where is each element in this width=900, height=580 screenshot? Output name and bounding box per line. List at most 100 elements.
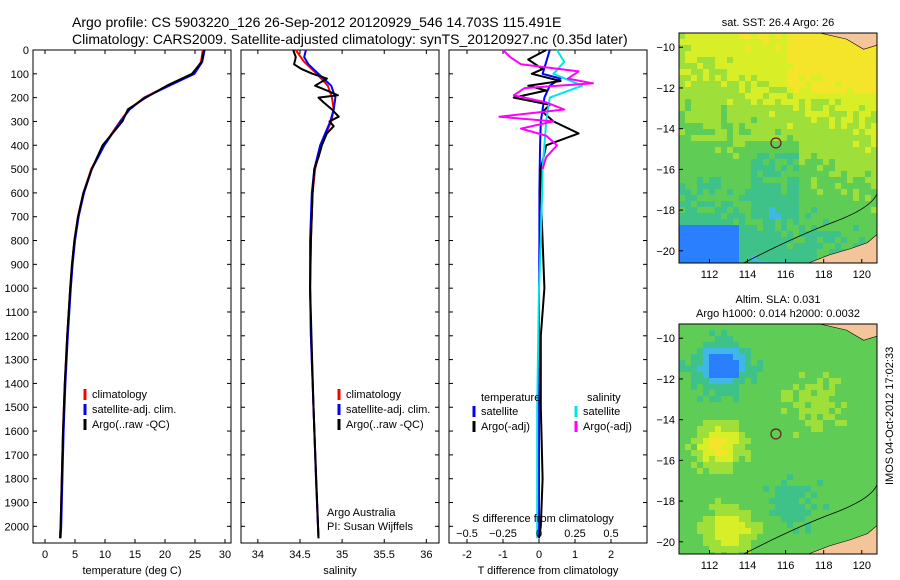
map-cell [841, 105, 848, 112]
map-cell [853, 420, 860, 427]
map-cell [715, 225, 722, 232]
map-cell [685, 57, 692, 64]
map-cell [871, 504, 877, 511]
map-cell [847, 336, 854, 343]
x-tick-label: 1 [572, 549, 578, 561]
map-cell [727, 468, 734, 475]
x-tick-label: 35 [336, 549, 348, 561]
map-cell [775, 123, 782, 130]
lon-tick-label: 118 [815, 560, 833, 572]
map-cell [835, 75, 842, 82]
map-cell [805, 492, 812, 499]
sst-map-title: sat. SST: 26.4 Argo: 26 [722, 17, 835, 29]
map-cell [697, 93, 704, 100]
map-cell [733, 540, 740, 547]
map-cell [709, 390, 716, 397]
map-cell [709, 474, 716, 481]
map-cell [763, 462, 770, 469]
map-cell [745, 81, 752, 88]
map-cell [709, 111, 716, 118]
map-cell [835, 516, 842, 523]
map-cell [745, 504, 752, 511]
map-cell [841, 384, 848, 391]
map-cell [697, 255, 704, 262]
map-cell [685, 39, 692, 46]
map-cell [679, 255, 686, 262]
map-cell [715, 378, 722, 385]
map-cell [697, 342, 704, 349]
map-cell [703, 408, 710, 415]
map-cell [823, 225, 830, 232]
map-cell [847, 492, 854, 499]
map-cell [805, 243, 812, 250]
map-cell [757, 534, 764, 541]
map-cell [769, 213, 776, 220]
map-cell [841, 225, 848, 232]
map-cell [679, 534, 686, 541]
map-cell [715, 492, 722, 499]
map-cell [751, 81, 758, 88]
map-cell [745, 207, 752, 214]
map-cell [721, 390, 728, 397]
map-cell [823, 516, 830, 523]
map-cell [709, 546, 716, 553]
x-tick-label: 35.5 [374, 549, 395, 561]
map-cell [799, 348, 806, 355]
map-cell [775, 330, 782, 337]
map-cell [799, 384, 806, 391]
map-cell [829, 39, 836, 46]
map-cell [697, 348, 704, 355]
map-cell [691, 159, 698, 166]
map-cell [829, 69, 836, 76]
map-cell [799, 183, 806, 190]
map-cell [853, 474, 860, 481]
map-cell [751, 342, 758, 349]
map-cell [745, 552, 752, 554]
map-cell [847, 147, 854, 154]
x-tick-label: 10 [99, 549, 111, 561]
map-cell [781, 189, 788, 196]
map-cell [691, 69, 698, 76]
map-cell [721, 444, 728, 451]
map-cell [823, 372, 830, 379]
map-cell [691, 225, 698, 232]
map-cell [829, 342, 836, 349]
map-cell [763, 261, 770, 263]
map-cell [871, 474, 877, 481]
map-cell [703, 438, 710, 445]
map-cell [835, 396, 842, 403]
map-cell [847, 390, 854, 397]
map-cell [757, 195, 764, 202]
map-cell [871, 510, 877, 517]
map-cell [823, 141, 830, 148]
map-cell [739, 420, 746, 427]
map-cell [799, 522, 806, 529]
x-tick-label: 0 [536, 549, 542, 561]
map-cell [721, 480, 728, 487]
map-cell [733, 177, 740, 184]
map-cell [847, 438, 854, 445]
map-cell [703, 462, 710, 469]
map-cell [841, 159, 848, 166]
map-cell [799, 396, 806, 403]
map-cell [739, 225, 746, 232]
map-cell [703, 105, 710, 112]
map-cell [697, 408, 704, 415]
map-cell [829, 129, 836, 136]
map-cell [751, 510, 758, 517]
map-cell [805, 261, 812, 263]
map-cell [871, 63, 877, 70]
map-cell [859, 183, 866, 190]
map-cell [835, 117, 842, 124]
map-cell [793, 183, 800, 190]
map-cell [769, 51, 776, 58]
map-cell [853, 516, 860, 523]
map-cell [745, 492, 752, 499]
map-cell [745, 51, 752, 58]
map-cell [709, 123, 716, 130]
map-cell [829, 135, 836, 142]
map-cell [751, 336, 758, 343]
map-cell [829, 99, 836, 106]
map-cell [679, 231, 686, 238]
map-cell [781, 516, 788, 523]
